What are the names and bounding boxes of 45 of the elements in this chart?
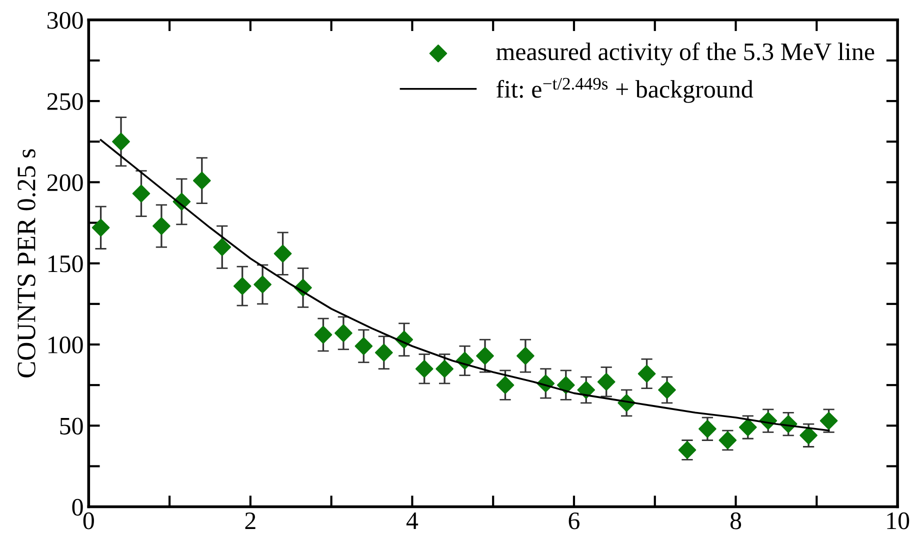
x-tick-label: 10 (887, 512, 910, 530)
point (577, 381, 596, 399)
point (233, 277, 252, 295)
y-tick-label: 50 (60, 418, 83, 435)
x-tick-label: 6 (568, 512, 580, 530)
x-tick-label: 8 (730, 512, 742, 530)
point (820, 412, 838, 430)
y-tick-label: 0 (72, 498, 83, 516)
point (516, 346, 534, 365)
point (192, 172, 211, 190)
point (254, 276, 272, 294)
point (597, 372, 616, 391)
y-tick-label: 250 (47, 93, 83, 110)
point (213, 238, 232, 256)
y-tick-label: 100 (48, 336, 83, 354)
point (718, 431, 737, 450)
point (152, 217, 170, 235)
point (132, 184, 150, 202)
point (698, 420, 716, 438)
legend-label: fit: e$^{−t/2.449s}$ + background (496, 78, 754, 103)
x-tick-label: 4 (406, 512, 418, 530)
point (112, 132, 130, 151)
legend-label: measured activity of the 5.3 MeV line (496, 42, 874, 66)
point (496, 376, 514, 394)
point (556, 376, 575, 394)
x-tick-label: 2 (245, 512, 256, 530)
point (415, 360, 434, 378)
point (678, 441, 696, 459)
point (92, 218, 110, 237)
point (638, 364, 656, 383)
point (658, 381, 676, 399)
x-tick-label: 0 (83, 512, 94, 530)
point (314, 326, 332, 344)
y-axis-title: COUNTS PER 0.25 s (18, 149, 36, 378)
point (374, 344, 393, 362)
point (738, 418, 757, 436)
point (274, 244, 292, 263)
y-tick-label: 150 (48, 255, 83, 272)
point (354, 337, 373, 356)
point (334, 324, 352, 342)
y-tick-label: 300 (47, 12, 83, 29)
point (476, 346, 494, 365)
point (800, 426, 818, 444)
point (436, 360, 454, 378)
y-tick-label: 200 (47, 174, 83, 192)
